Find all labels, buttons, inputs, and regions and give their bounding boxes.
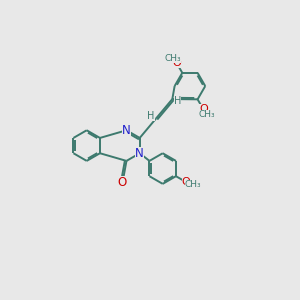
- Text: CH₃: CH₃: [185, 180, 202, 189]
- Text: O: O: [172, 58, 181, 68]
- Text: H: H: [173, 96, 181, 106]
- Text: N: N: [135, 147, 144, 160]
- Text: N: N: [122, 124, 131, 137]
- Text: O: O: [182, 177, 190, 187]
- Text: O: O: [117, 176, 127, 189]
- Text: CH₃: CH₃: [164, 53, 181, 62]
- Text: CH₃: CH₃: [199, 110, 216, 118]
- Text: H: H: [148, 112, 155, 122]
- Text: O: O: [199, 104, 208, 114]
